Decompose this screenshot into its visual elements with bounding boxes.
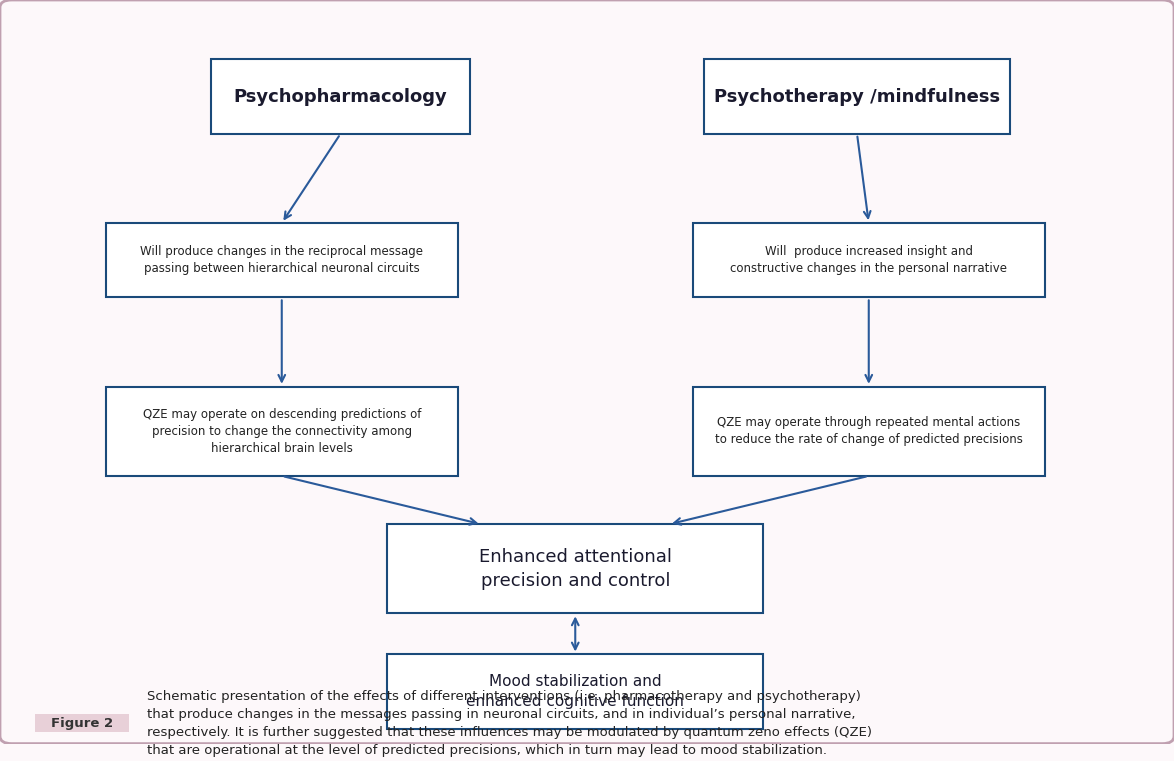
Text: Enhanced attentional
precision and control: Enhanced attentional precision and contr…: [479, 548, 672, 590]
FancyBboxPatch shape: [35, 714, 129, 732]
FancyBboxPatch shape: [387, 524, 763, 613]
FancyBboxPatch shape: [106, 223, 458, 298]
Text: Mood stabilization and
enhanced cognitive function: Mood stabilization and enhanced cognitiv…: [466, 674, 684, 709]
FancyBboxPatch shape: [704, 59, 1010, 134]
Text: Will produce changes in the reciprocal message
passing between hierarchical neur: Will produce changes in the reciprocal m…: [140, 245, 424, 275]
Text: Figure 2: Figure 2: [52, 717, 113, 730]
FancyBboxPatch shape: [693, 387, 1045, 476]
FancyBboxPatch shape: [106, 387, 458, 476]
Text: Psychotherapy /mindfulness: Psychotherapy /mindfulness: [714, 88, 1000, 106]
Text: Will  produce increased insight and
constructive changes in the personal narrati: Will produce increased insight and const…: [730, 245, 1007, 275]
FancyBboxPatch shape: [693, 223, 1045, 298]
Text: Psychopharmacology: Psychopharmacology: [234, 88, 447, 106]
FancyBboxPatch shape: [211, 59, 470, 134]
FancyBboxPatch shape: [0, 0, 1174, 743]
Text: QZE may operate on descending predictions of
precision to change the connectivit: QZE may operate on descending prediction…: [142, 408, 421, 455]
Text: Schematic presentation of the effects of different interventions (i.e. pharmacot: Schematic presentation of the effects of…: [147, 689, 872, 756]
Text: QZE may operate through repeated mental actions
to reduce the rate of change of : QZE may operate through repeated mental …: [715, 416, 1023, 446]
FancyBboxPatch shape: [387, 654, 763, 729]
